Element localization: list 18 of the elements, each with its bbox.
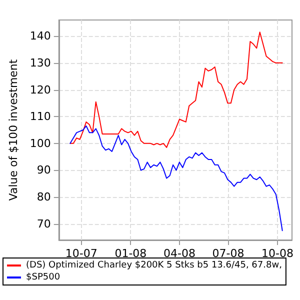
y-axis-title: Value of $100 investment xyxy=(7,58,20,201)
x-tick-label: 10-08 xyxy=(262,247,294,260)
y-tick-label: 140 xyxy=(30,30,51,43)
y-tick-label: 80 xyxy=(36,190,51,204)
y-tick-label: 100 xyxy=(30,136,51,150)
y-tick-label: 110 xyxy=(30,110,51,124)
x-tick-label: 07-08 xyxy=(212,247,244,260)
legend-label: $SP500 xyxy=(26,272,60,282)
legend-label: (DS) Optimized Charley $200K 5 Stks b5 13.6/45, 67.8w, xyxy=(26,260,282,270)
line-series xyxy=(70,32,283,148)
x-tick-label: 04-08 xyxy=(163,247,196,260)
x-tick-label: 10-07 xyxy=(65,247,98,260)
line-series xyxy=(70,125,283,232)
y-tick-label: 70 xyxy=(36,217,51,230)
y-tick-label: 90 xyxy=(36,164,51,177)
y-tick-label: 130 xyxy=(30,56,51,70)
y-tick-label: 120 xyxy=(30,83,51,96)
x-tick-label: 01-08 xyxy=(114,247,147,260)
